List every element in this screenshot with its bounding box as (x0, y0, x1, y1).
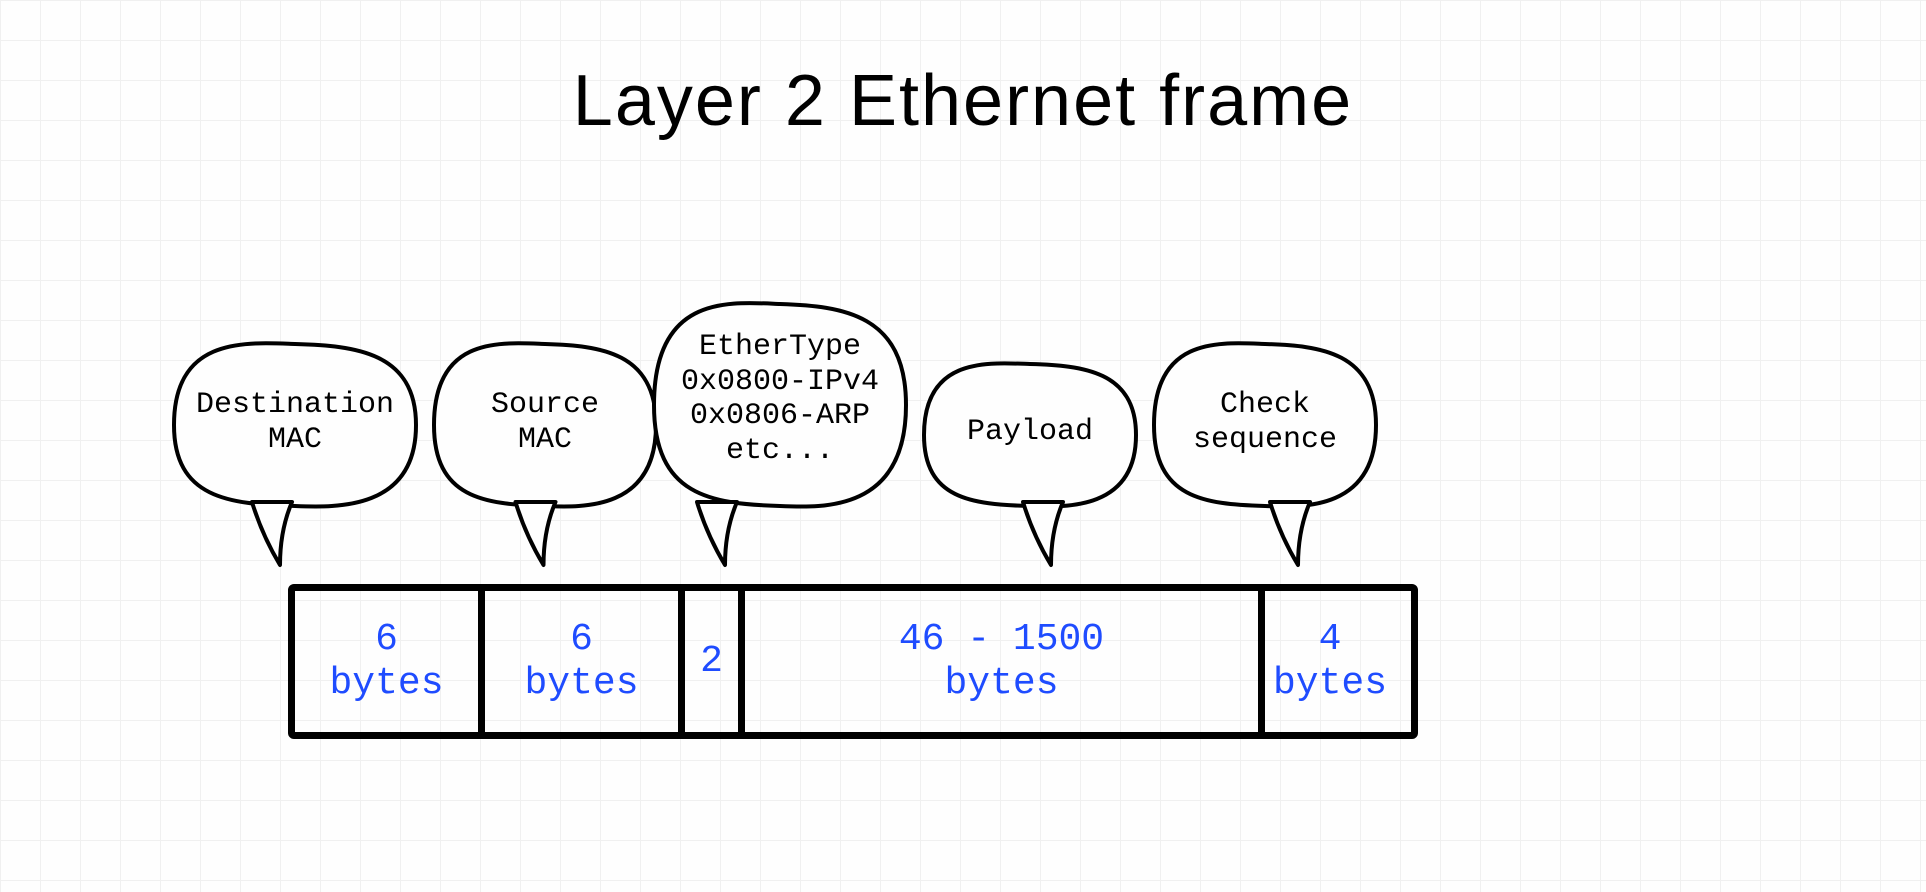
payload-bubble: Payload (920, 360, 1140, 570)
bubble-label: Payload (920, 415, 1140, 450)
cell-bytes-value: 6 (375, 618, 398, 662)
src-mac-bubble: Source MAC (430, 340, 660, 570)
cell-bytes-value: 2 (700, 640, 723, 684)
frame-cell-payload: 46 - 1500bytes (745, 591, 1265, 732)
frame-strip: 6bytes6bytes246 - 1500bytes4bytes (288, 584, 1418, 739)
cell-bytes-value: 46 - 1500 (899, 618, 1104, 662)
bubble-label: EtherType 0x0800-IPv4 0x0806-ARP etc... (650, 330, 910, 468)
fcs-bubble: Check sequence (1150, 340, 1380, 570)
frame-cell-src-mac: 6bytes (485, 591, 685, 732)
cell-bytes-value: 6 (570, 618, 593, 662)
cell-bytes-unit: bytes (944, 662, 1058, 706)
cell-bytes-value: 4 (1319, 618, 1342, 662)
bubble-label: Destination MAC (170, 388, 420, 457)
frame-cell-dest-mac: 6bytes (295, 591, 485, 732)
bubble-label: Source MAC (430, 388, 660, 457)
ethertype-bubble: EtherType 0x0800-IPv4 0x0806-ARP etc... (650, 300, 910, 570)
cell-bytes-unit: bytes (329, 662, 443, 706)
cell-bytes-unit: bytes (524, 662, 638, 706)
bubble-label: Check sequence (1150, 388, 1380, 457)
diagram-stage: Layer 2 Ethernet frame Destination MAC S… (0, 0, 1926, 892)
diagram-title: Layer 2 Ethernet frame (0, 60, 1926, 142)
frame-cell-fcs: 4bytes (1265, 591, 1395, 732)
cell-bytes-unit: bytes (1273, 662, 1387, 706)
bubbles-row: Destination MAC Source MAC EtherType 0x0… (170, 300, 1470, 580)
frame-cell-ethertype: 2 (685, 591, 745, 732)
dest-mac-bubble: Destination MAC (170, 340, 420, 570)
